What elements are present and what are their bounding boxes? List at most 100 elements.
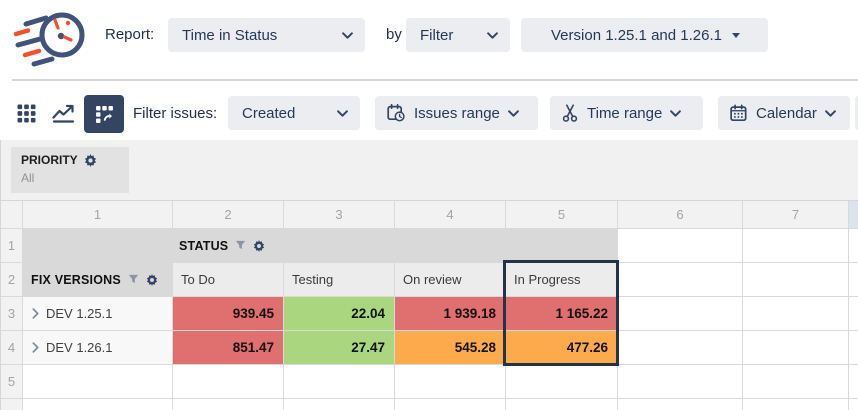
empty-cell[interactable] xyxy=(743,229,849,263)
filter-issues-dropdown[interactable]: Created xyxy=(228,96,360,130)
empty-cell-partial[interactable] xyxy=(849,229,858,263)
next-toolbar-button-partial[interactable] xyxy=(855,96,858,130)
header-divider xyxy=(12,79,858,81)
row-header[interactable]: 3 xyxy=(1,297,23,331)
time-range-button[interactable]: Time range xyxy=(550,96,703,130)
empty-cell[interactable] xyxy=(618,297,743,331)
column-header[interactable]: 3 xyxy=(284,201,395,229)
status-header-label: STATUS xyxy=(179,238,229,253)
empty-cell[interactable] xyxy=(618,365,743,399)
app-logo-icon xyxy=(13,12,85,67)
empty-cell[interactable] xyxy=(23,399,173,410)
value-cell[interactable]: 477.26 xyxy=(506,331,618,365)
empty-cell[interactable] xyxy=(618,229,743,263)
status-column-in-progress[interactable]: In Progress xyxy=(506,263,618,297)
calendar-button[interactable]: Calendar xyxy=(718,96,850,130)
status-column-testing[interactable]: Testing xyxy=(284,263,395,297)
columns-filter-panel: PRIORITY All xyxy=(0,140,858,200)
empty-cell-partial[interactable] xyxy=(849,399,858,410)
calendar-icon xyxy=(730,104,747,122)
empty-cell[interactable] xyxy=(284,365,395,399)
fix-version-label: DEV 1.26.1 xyxy=(46,340,113,355)
chart-view-icon xyxy=(51,104,74,123)
empty-cell[interactable] xyxy=(743,263,849,297)
empty-cell[interactable] xyxy=(506,365,618,399)
report-label: Report: xyxy=(105,26,155,43)
empty-cell[interactable] xyxy=(743,365,849,399)
column-header[interactable]: 5 xyxy=(506,201,618,229)
chevron-right-icon[interactable] xyxy=(32,342,39,353)
row-header[interactable]: 2 xyxy=(1,263,23,297)
value-cell[interactable]: 27.47 xyxy=(284,331,395,365)
value-cell[interactable]: 1 939.18 xyxy=(395,297,506,331)
empty-cell[interactable] xyxy=(23,365,173,399)
empty-cell[interactable] xyxy=(506,399,618,410)
empty-cell-partial[interactable] xyxy=(849,365,858,399)
priority-value: All xyxy=(21,171,35,185)
empty-cell[interactable] xyxy=(173,365,284,399)
chevron-down-icon xyxy=(487,31,498,39)
empty-cell[interactable] xyxy=(743,399,849,410)
empty-cell-partial[interactable] xyxy=(849,331,858,365)
status-group-header[interactable]: STATUS xyxy=(23,229,618,263)
empty-cell[interactable] xyxy=(743,297,849,331)
fix-versions-header[interactable]: FIX VERSIONS xyxy=(23,263,173,297)
column-header[interactable]: 6 xyxy=(618,201,743,229)
grid-view-icon xyxy=(17,104,35,122)
row-header[interactable]: 4 xyxy=(1,331,23,365)
report-type-value: Time in Status xyxy=(182,26,278,44)
issues-range-button[interactable]: Issues range xyxy=(375,96,538,130)
scissors-icon xyxy=(562,104,578,122)
column-header[interactable]: 7 xyxy=(743,201,849,229)
pivot-view-button[interactable] xyxy=(84,95,124,133)
value-cell[interactable]: 22.04 xyxy=(284,297,395,331)
empty-cell-partial[interactable] xyxy=(849,263,858,297)
empty-cell[interactable] xyxy=(395,399,506,410)
empty-cell[interactable] xyxy=(173,399,284,410)
chevron-down-icon xyxy=(670,109,682,117)
empty-cell[interactable] xyxy=(743,331,849,365)
column-header[interactable]: 2 xyxy=(173,201,284,229)
chevron-right-icon[interactable] xyxy=(32,308,39,319)
chevron-down-icon xyxy=(824,109,836,117)
fix-version-row-dev-1-25-1[interactable]: DEV 1.25.1 xyxy=(23,297,173,331)
filter-issues-value: Created xyxy=(242,104,296,122)
grid-corner-cell xyxy=(1,201,23,229)
empty-cell[interactable] xyxy=(284,399,395,410)
filter-value-dropdown[interactable]: Version 1.25.1 and 1.26.1 xyxy=(521,18,768,52)
pivot-table: 1 2 3 4 5 6 7 1 STATUS 2 FIX VERSIONS xyxy=(0,200,858,410)
column-header-partial[interactable] xyxy=(849,201,858,229)
fix-version-row-dev-1-26-1[interactable]: DEV 1.26.1 xyxy=(23,331,173,365)
group-by-dropdown[interactable]: Filter xyxy=(406,18,510,52)
status-column-on-review[interactable]: On review xyxy=(395,263,506,297)
empty-cell[interactable] xyxy=(618,399,743,410)
column-header[interactable]: 1 xyxy=(23,201,173,229)
status-column-todo[interactable]: To Do xyxy=(173,263,284,297)
empty-cell[interactable] xyxy=(395,365,506,399)
report-type-dropdown[interactable]: Time in Status xyxy=(168,18,365,52)
row-header-partial[interactable] xyxy=(1,399,23,410)
empty-cell[interactable] xyxy=(618,331,743,365)
row-header[interactable]: 1 xyxy=(1,229,23,263)
time-range-label: Time range xyxy=(587,104,663,122)
chevron-down-icon xyxy=(508,109,519,117)
gear-icon[interactable] xyxy=(253,239,265,252)
calendar-label: Calendar xyxy=(756,104,817,122)
empty-cell[interactable] xyxy=(618,263,743,297)
grid-view-button[interactable] xyxy=(8,96,44,130)
filter-funnel-icon[interactable] xyxy=(235,240,246,251)
value-cell[interactable]: 939.45 xyxy=(173,297,284,331)
gear-icon[interactable] xyxy=(146,273,158,286)
priority-filter-box[interactable]: PRIORITY All xyxy=(11,147,129,193)
calendar-clock-icon xyxy=(387,104,405,122)
issues-range-label: Issues range xyxy=(414,104,500,122)
value-cell[interactable]: 1 165.22 xyxy=(506,297,618,331)
empty-cell-partial[interactable] xyxy=(849,297,858,331)
value-cell[interactable]: 851.47 xyxy=(173,331,284,365)
filter-funnel-icon[interactable] xyxy=(128,274,139,285)
column-header[interactable]: 4 xyxy=(395,201,506,229)
value-cell[interactable]: 545.28 xyxy=(395,331,506,365)
chart-view-button[interactable] xyxy=(45,96,81,130)
row-header[interactable]: 5 xyxy=(1,365,23,399)
